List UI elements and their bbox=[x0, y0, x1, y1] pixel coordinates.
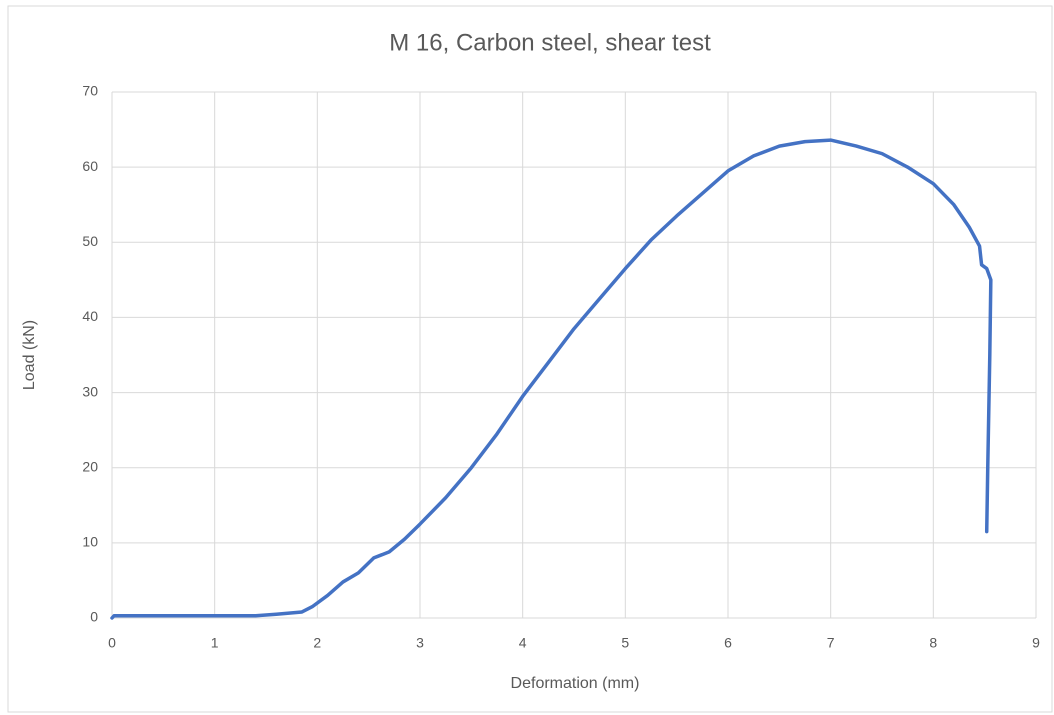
x-tick-label: 9 bbox=[1032, 635, 1040, 651]
x-tick-label: 7 bbox=[827, 635, 835, 651]
y-tick-label: 0 bbox=[90, 609, 98, 625]
x-tick-label: 6 bbox=[724, 635, 732, 651]
y-tick-label: 20 bbox=[82, 458, 98, 474]
x-tick-label: 1 bbox=[211, 635, 219, 651]
y-tick-label: 60 bbox=[82, 158, 98, 174]
y-tick-label: 30 bbox=[82, 383, 98, 399]
y-tick-label: 40 bbox=[82, 308, 98, 324]
y-axis-label: Load (kN) bbox=[21, 320, 38, 390]
x-tick-label: 0 bbox=[108, 635, 116, 651]
x-tick-label: 2 bbox=[313, 635, 321, 651]
x-tick-label: 5 bbox=[621, 635, 629, 651]
x-tick-label: 4 bbox=[519, 635, 527, 651]
y-tick-label: 70 bbox=[82, 83, 98, 99]
x-tick-label: 8 bbox=[929, 635, 937, 651]
chart-title: M 16, Carbon steel, shear test bbox=[389, 29, 711, 56]
y-tick-label: 10 bbox=[82, 534, 98, 550]
chart-border bbox=[7, 5, 1053, 713]
x-tick-label: 3 bbox=[416, 635, 424, 651]
x-axis-label: Deformation (mm) bbox=[511, 675, 640, 692]
y-tick-label: 50 bbox=[82, 233, 98, 249]
data-line bbox=[110, 138, 993, 620]
